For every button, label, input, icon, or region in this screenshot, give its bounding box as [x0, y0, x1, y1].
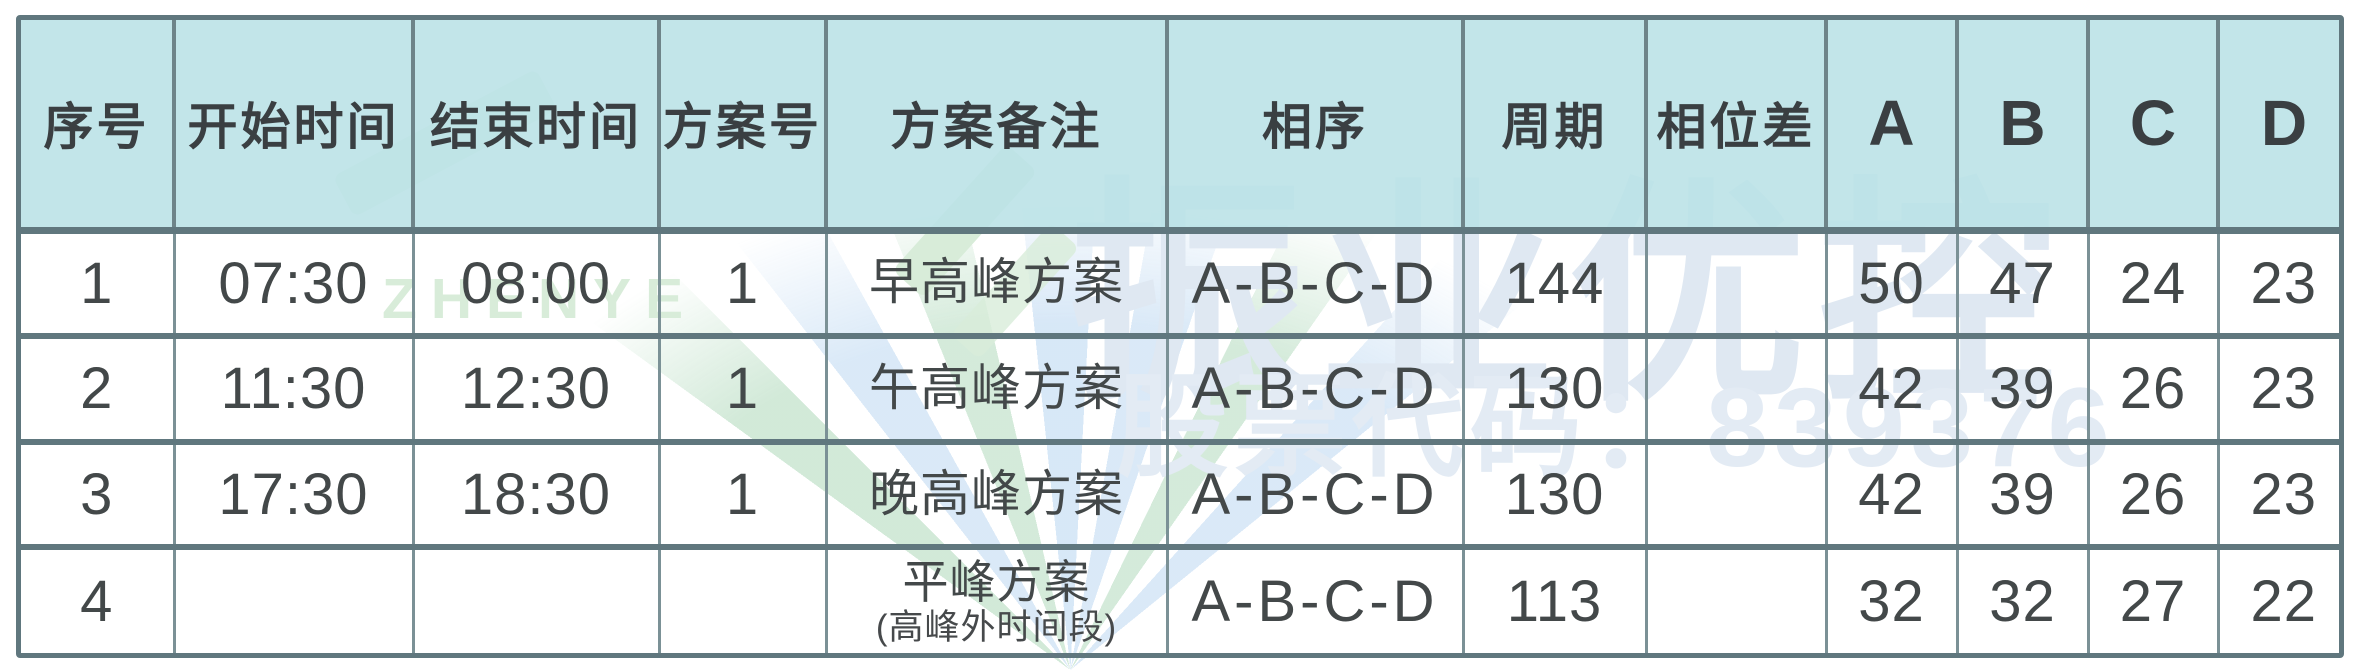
- cell-seq: 1: [80, 250, 114, 316]
- cell-phase-order: A-B-C-D: [1165, 544, 1463, 653]
- cell-phase-a: 42: [1824, 332, 1957, 442]
- plan-remark-text: 晚高峰方案: [869, 465, 1124, 522]
- cell-cycle: 130: [1461, 438, 1646, 548]
- cell-plan-no: 1: [657, 230, 826, 336]
- cell-seq: 2: [21, 332, 174, 442]
- cell-phase-d: 23: [2216, 332, 2339, 442]
- col-header-seq: 序号: [21, 20, 174, 234]
- col-header-start-time: 开始时间: [172, 20, 413, 234]
- cell-phase-order: A-B-C-D: [1165, 438, 1463, 548]
- cell-offset: [1644, 544, 1826, 653]
- cell-offset: [1644, 332, 1826, 442]
- col-header-phase-a: A: [1824, 20, 1957, 234]
- col-header-plan-remark: 方案备注: [824, 20, 1167, 234]
- cell-end-time: 08:00: [411, 230, 659, 336]
- cell-start-time: 07:30: [172, 230, 413, 336]
- cell-cycle: 113: [1461, 544, 1646, 653]
- cell-phase-c: 26: [2086, 332, 2218, 442]
- cell-seq: 3: [21, 438, 174, 548]
- cell-phase-b: 39: [1955, 332, 2088, 442]
- cell-phase-b: 47: [1955, 230, 2088, 336]
- cell-start-time: 17:30: [172, 438, 413, 548]
- plan-remark-note: (高峰外时间段): [875, 607, 1118, 647]
- plan-remark-text: 平峰方案: [902, 555, 1091, 608]
- col-header-cycle: 周期: [1461, 20, 1646, 234]
- col-header-phase-d: D: [2216, 20, 2339, 234]
- cell-start-time: 11:30: [172, 332, 413, 442]
- cell-phase-c: 24: [2086, 230, 2218, 336]
- cell-plan-remark: 早高峰方案: [824, 230, 1167, 336]
- plan-remark-text: 早高峰方案: [869, 254, 1124, 311]
- cell-phase-d: 23: [2216, 230, 2339, 336]
- cell-phase-b: 32: [1955, 544, 2088, 653]
- cell-phase-c: 26: [2086, 438, 2218, 548]
- col-header-plan-no: 方案号: [657, 20, 826, 234]
- cell-phase-order: A-B-C-D: [1165, 230, 1463, 336]
- cell-phase-a: 32: [1824, 544, 1957, 653]
- cell-plan-no: 1: [657, 438, 826, 548]
- cell-plan-no: 1: [657, 332, 826, 442]
- cell-phase-order: A-B-C-D: [1165, 332, 1463, 442]
- col-header-phase-order: 相序: [1165, 20, 1463, 234]
- cell-phase-a: 50: [1824, 230, 1957, 336]
- cell-end-time: [411, 544, 659, 653]
- cell-phase-d: 22: [2216, 544, 2339, 653]
- cell-plan-no: [657, 544, 826, 653]
- cell-cycle: 144: [1461, 230, 1646, 336]
- timing-plan-table: 序号 开始时间 结束时间 方案号 方案备注 相序 周期 相位差 A B C D …: [16, 15, 2344, 658]
- cell-seq: 4: [21, 544, 174, 653]
- plan-remark-text: 午高峰方案: [869, 359, 1124, 416]
- cell-end-time: 12:30: [411, 332, 659, 442]
- table-row: 4 平峰方案 (高峰外时间段) A-B-C-D 113 32 32 27 22: [21, 544, 2339, 653]
- cell-plan-remark: 平峰方案 (高峰外时间段): [824, 544, 1167, 653]
- cell-plan-remark: 午高峰方案: [824, 332, 1167, 442]
- cell-phase-d: 23: [2216, 438, 2339, 548]
- header-row: 序号 开始时间 结束时间 方案号 方案备注 相序 周期 相位差 A B C D: [21, 20, 2339, 234]
- table-row: 1 07:30 08:00 1 早高峰方案 A-B-C-D 144 50 47 …: [21, 230, 2339, 336]
- table-row: 2 11:30 12:30 1 午高峰方案 A-B-C-D 130 42 39 …: [21, 332, 2339, 442]
- cell-phase-a: 42: [1824, 438, 1957, 548]
- cell-plan-remark: 晚高峰方案: [824, 438, 1167, 548]
- col-header-offset: 相位差: [1644, 20, 1826, 234]
- col-header-phase-b: B: [1955, 20, 2088, 234]
- cell-offset: [1644, 438, 1826, 548]
- cell-phase-c: 27: [2086, 544, 2218, 653]
- table-row: 3 17:30 18:30 1 晚高峰方案 A-B-C-D 130 42 39 …: [21, 438, 2339, 548]
- cell-start-time: [172, 544, 413, 653]
- cell-phase-b: 39: [1955, 438, 2088, 548]
- cell-offset: [1644, 230, 1826, 336]
- cell-cycle: 130: [1461, 332, 1646, 442]
- cell-end-time: 18:30: [411, 438, 659, 548]
- col-header-end-time: 结束时间: [411, 20, 659, 234]
- col-header-phase-c: C: [2086, 20, 2218, 234]
